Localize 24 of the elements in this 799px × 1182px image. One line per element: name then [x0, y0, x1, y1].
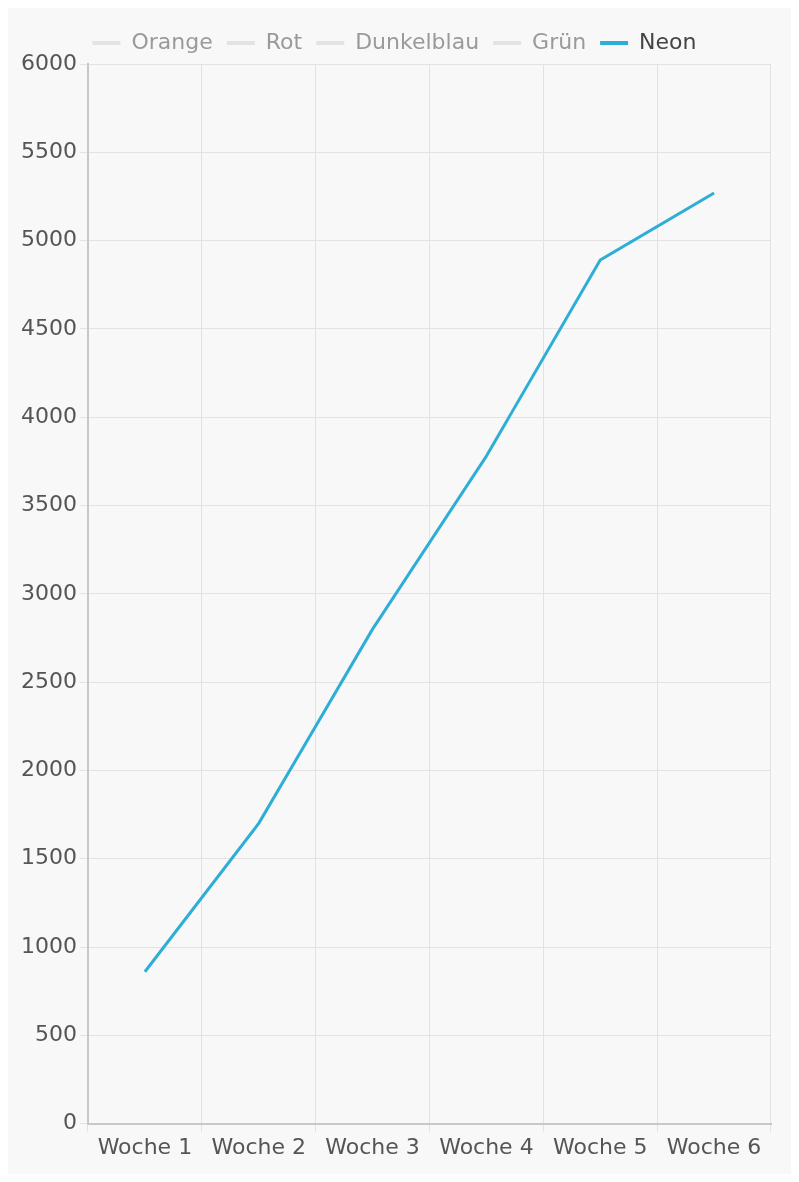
x-tick-label: Woche 4: [439, 1133, 534, 1159]
y-tick-label: 3500: [20, 491, 77, 517]
legend-label: Rot: [265, 28, 303, 54]
x-tick-label: Woche 1: [97, 1133, 193, 1159]
y-tick-label: 6000: [20, 49, 77, 75]
y-tick-label: 3000: [20, 579, 77, 605]
x-tick-label: Woche 6: [666, 1133, 762, 1159]
y-tick-label: 5500: [20, 138, 77, 164]
x-tick-label: Woche 3: [325, 1133, 420, 1159]
y-tick-label: 5000: [20, 226, 77, 252]
y-tick-label: 0: [62, 1109, 77, 1135]
legend-label: Neon: [639, 28, 697, 54]
y-tick-label: 4000: [20, 402, 77, 428]
y-tick-label: 500: [34, 1021, 77, 1047]
x-tick-label: Woche 5: [553, 1133, 648, 1159]
y-tick-label: 1500: [20, 844, 77, 870]
y-tick-label: 2000: [20, 756, 77, 782]
y-tick-label: 2500: [20, 667, 77, 693]
legend-label: Grün: [532, 28, 587, 54]
x-tick-label: Woche 2: [211, 1133, 306, 1159]
y-tick-label: 1000: [20, 932, 77, 958]
y-tick-label: 4500: [20, 314, 77, 340]
legend-label: Dunkelblau: [355, 28, 480, 54]
legend-label: Orange: [131, 28, 213, 54]
